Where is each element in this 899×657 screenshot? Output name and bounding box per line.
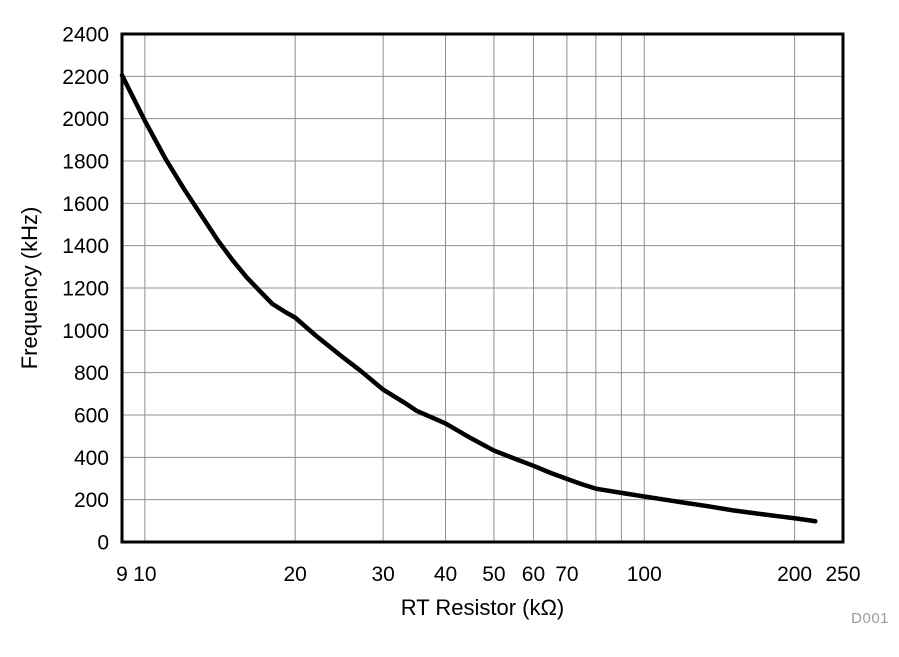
y-axis-title: Frequency (kHz)	[17, 206, 42, 370]
x-tick-label-30: 30	[371, 563, 394, 586]
x-tick-label-40: 40	[434, 563, 457, 586]
figure-code: D001	[851, 610, 889, 627]
x-tick-label-250: 250	[825, 563, 860, 586]
y-tick-label-2400: 2400	[62, 24, 109, 47]
y-tick-label-2200: 2200	[62, 66, 109, 89]
x-axis-title: RT Resistor (kΩ)	[400, 595, 565, 620]
y-tick-label-1200: 1200	[62, 278, 109, 301]
x-tick-label-10: 10	[133, 563, 156, 586]
y-tick-label-1400: 1400	[62, 235, 109, 258]
x-tick-label-20: 20	[284, 563, 307, 586]
y-tick-label-200: 200	[74, 489, 109, 512]
x-tick-label-200: 200	[777, 563, 812, 586]
x-tick-label-100: 100	[627, 563, 662, 586]
y-tick-label-1600: 1600	[62, 193, 109, 216]
x-tick-label-60: 60	[522, 563, 545, 586]
x-tick-label-50: 50	[482, 563, 505, 586]
plot-frame	[120, 32, 845, 544]
x-tick-label-70: 70	[555, 563, 578, 586]
y-tick-label-2000: 2000	[62, 108, 109, 131]
y-tick-label-1000: 1000	[62, 320, 109, 343]
y-tick-label-0: 0	[97, 532, 109, 555]
y-tick-label-400: 400	[74, 447, 109, 470]
x-tick-label-9: 9	[116, 563, 128, 586]
data-curve-switching-frequency-vs-rt-resistor	[119, 73, 818, 524]
y-tick-label-1800: 1800	[62, 151, 109, 174]
y-tick-label-600: 600	[74, 405, 109, 428]
y-tick-label-800: 800	[74, 362, 109, 385]
